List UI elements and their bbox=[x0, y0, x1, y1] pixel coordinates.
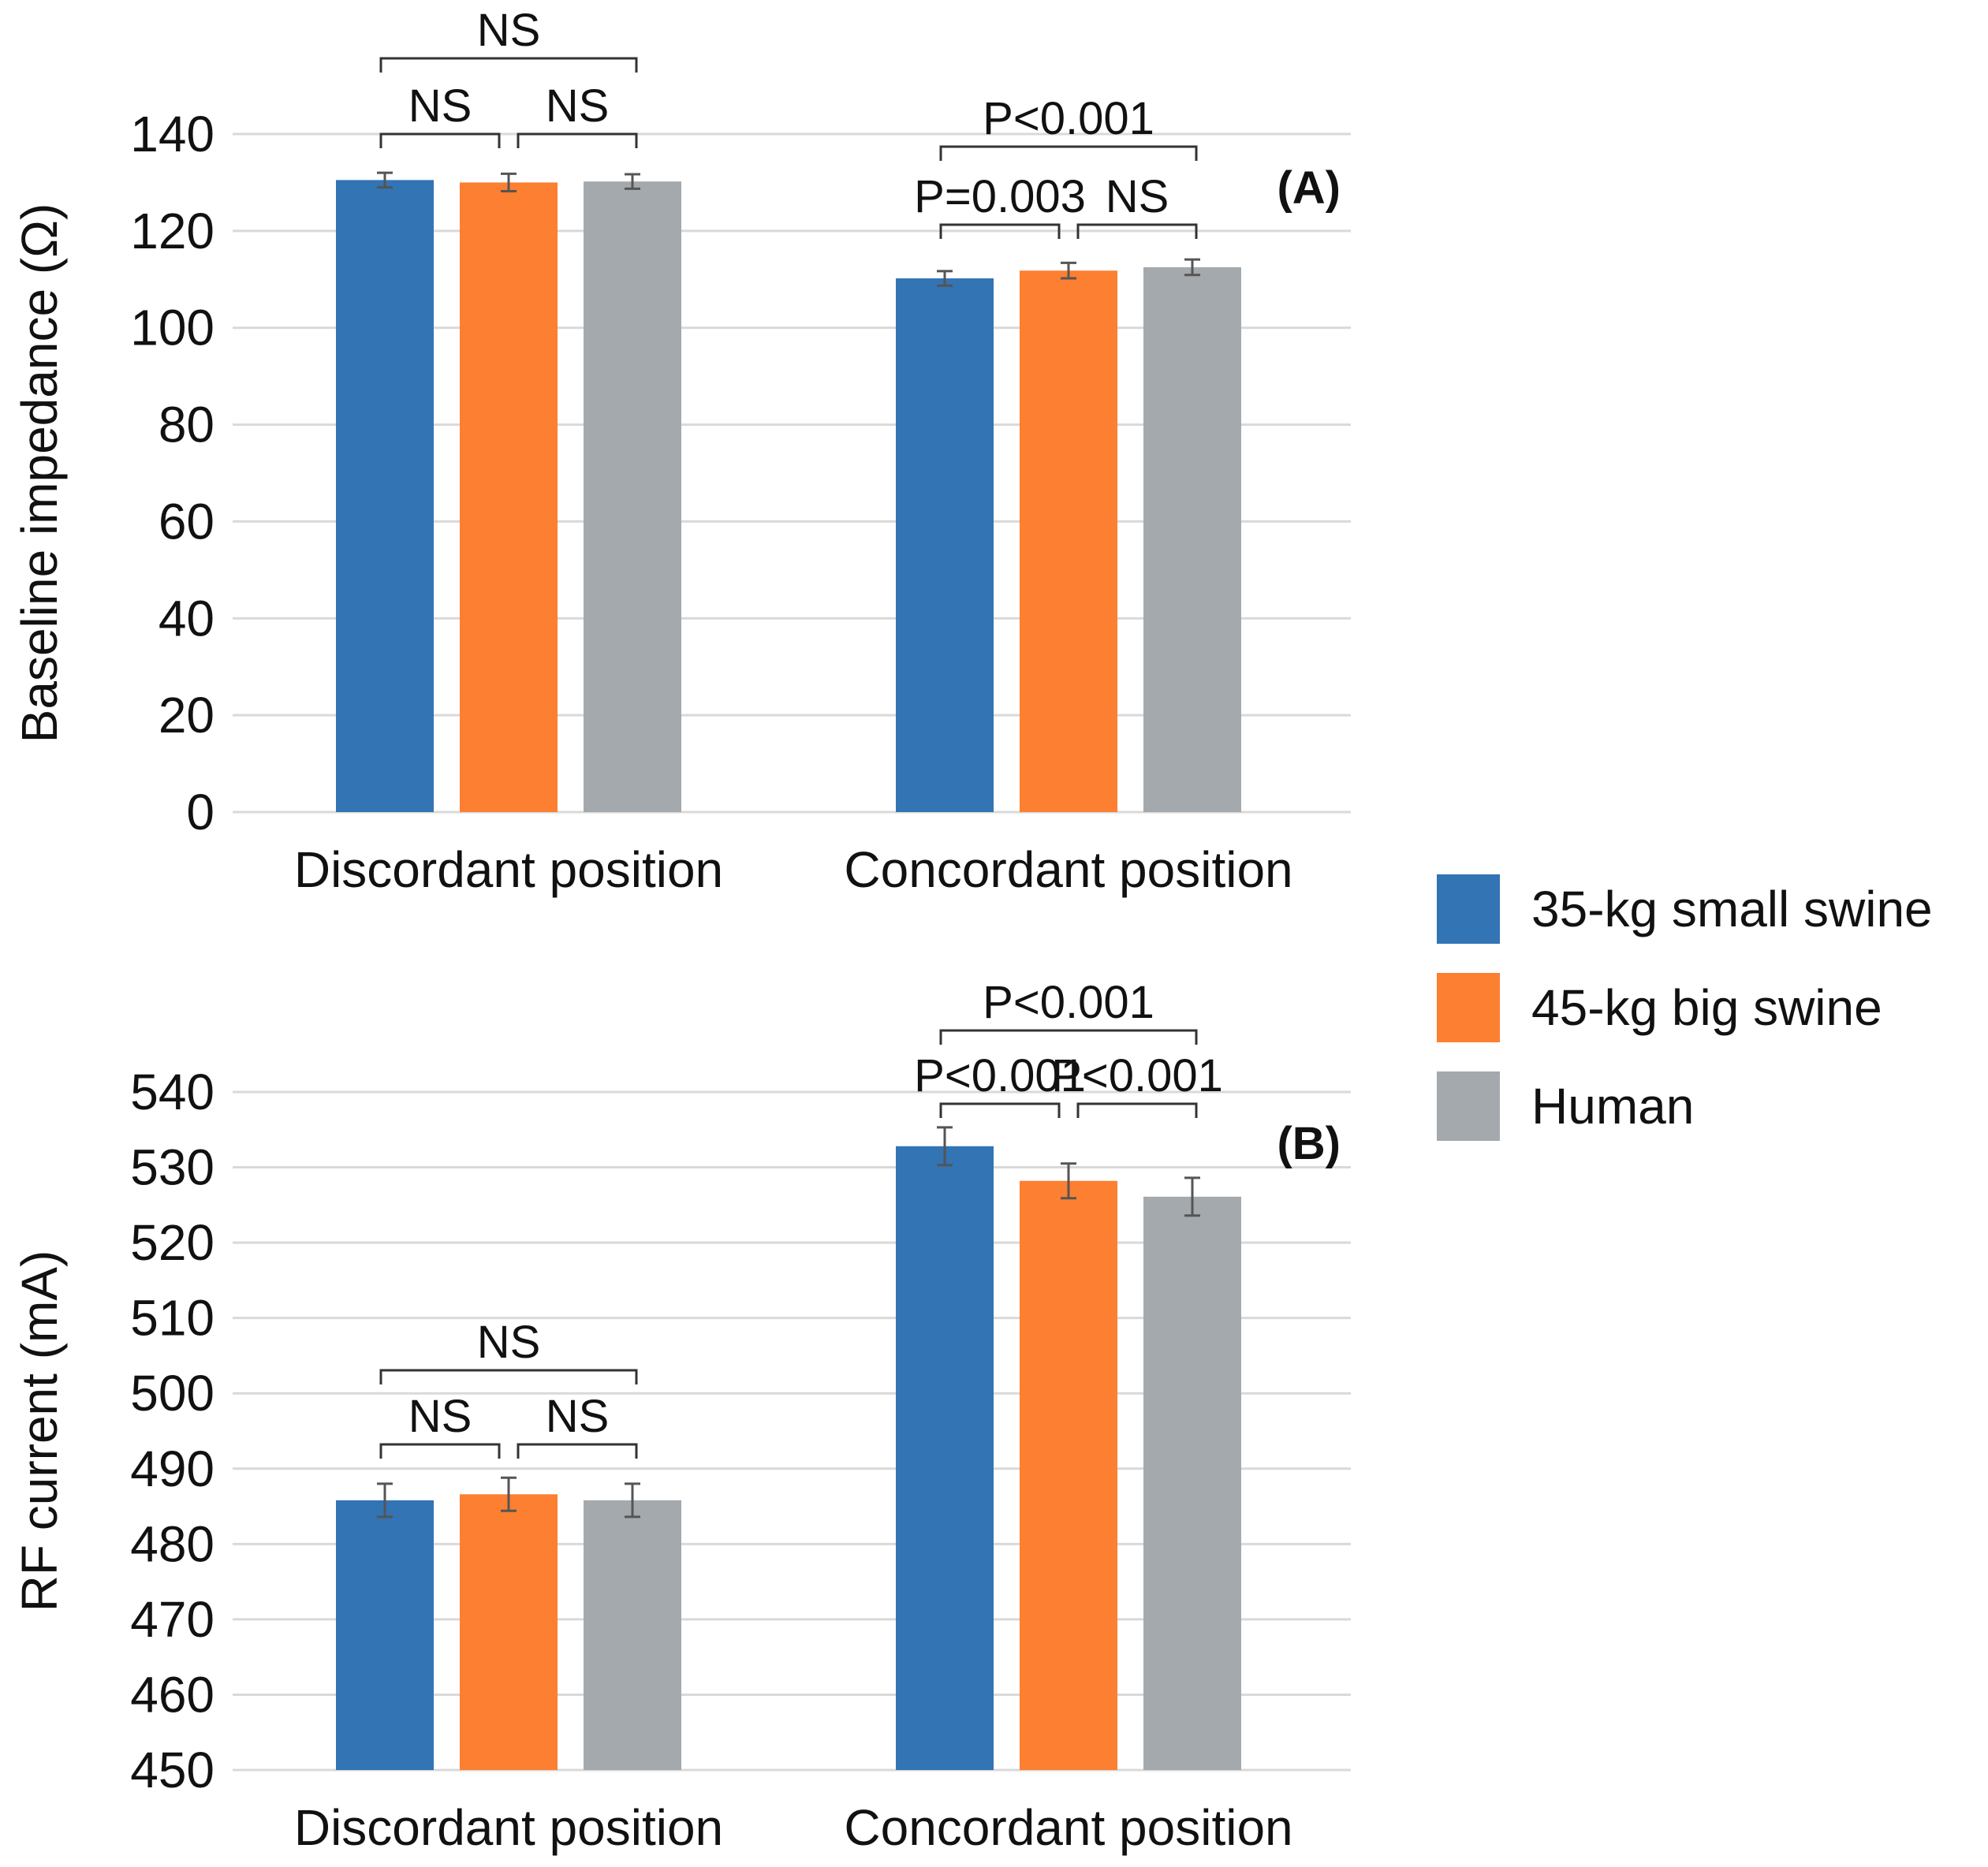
x-category-label: Concordant position bbox=[844, 1799, 1292, 1856]
chart-panel-b: 450 460 470 480 490 500 510 520 530 540 RF current… bbox=[11, 977, 1351, 1856]
y-tick-label: 520 bbox=[130, 1214, 214, 1271]
significance-label: NS bbox=[477, 5, 541, 56]
panel-label: (A) bbox=[1277, 162, 1341, 214]
bar-45-kg-big-swine-concordant-position bbox=[1020, 1180, 1117, 1770]
significance-bracket bbox=[939, 145, 1198, 161]
y-tick-label: 140 bbox=[130, 106, 214, 162]
y-tick-label: 0 bbox=[186, 784, 214, 840]
chart-panel-a: 0 20 40 60 80 100 120 140 Baseline impedance (Ω)… bbox=[11, 5, 1351, 898]
significance-bracket bbox=[1076, 223, 1198, 239]
bar-human-discordant-position bbox=[584, 181, 681, 812]
legend-label-human: Human bbox=[1531, 1077, 1695, 1135]
y-tick-label: 540 bbox=[130, 1064, 214, 1120]
significance-bracket bbox=[1076, 1102, 1198, 1118]
x-category-label: Discordant position bbox=[294, 841, 723, 898]
y-tick-label: 450 bbox=[130, 1742, 214, 1798]
y-axis-label: Baseline impedance (Ω) bbox=[11, 203, 68, 743]
y-tick-label: 470 bbox=[130, 1591, 214, 1648]
bar-human-concordant-position bbox=[1143, 1196, 1241, 1770]
significance-label: P<0.001 bbox=[983, 93, 1154, 144]
y-tick-label: 530 bbox=[130, 1139, 214, 1196]
significance-label: NS bbox=[408, 80, 472, 132]
legend-item-small-swine: 35-kg small swine bbox=[1437, 859, 1933, 958]
y-tick-label: 120 bbox=[130, 203, 214, 259]
legend-label-big-swine: 45-kg big swine bbox=[1531, 978, 1882, 1036]
legend-swatch-small-swine bbox=[1437, 874, 1500, 944]
y-tick-label: 460 bbox=[130, 1666, 214, 1723]
significance-label: NS bbox=[408, 1391, 472, 1442]
significance-label: P=0.003 bbox=[914, 171, 1086, 222]
bar-human-discordant-position bbox=[584, 1500, 681, 1770]
significance-label: NS bbox=[546, 80, 610, 132]
y-tick-label: 100 bbox=[130, 300, 214, 356]
legend-item-human: Human bbox=[1437, 1056, 1933, 1155]
legend-swatch-big-swine bbox=[1437, 972, 1500, 1042]
significance-bracket bbox=[517, 1443, 638, 1459]
significance-bracket bbox=[517, 132, 638, 148]
y-tick-label: 80 bbox=[159, 397, 214, 453]
bar-35-kg-small-swine-concordant-position bbox=[896, 1146, 994, 1770]
bar-45-kg-big-swine-discordant-position bbox=[460, 182, 558, 812]
significance-bracket bbox=[939, 1029, 1198, 1045]
bar-35-kg-small-swine-concordant-position bbox=[896, 278, 994, 812]
y-tick-label: 40 bbox=[159, 590, 214, 647]
y-tick-label: 60 bbox=[159, 493, 214, 550]
significance-bracket bbox=[379, 57, 638, 73]
significance-label: P<0.001 bbox=[983, 977, 1154, 1028]
y-tick-label: 480 bbox=[130, 1515, 214, 1572]
y-tick-label: 510 bbox=[130, 1290, 214, 1347]
significance-bracket bbox=[379, 1369, 638, 1384]
legend-item-big-swine: 45-kg big swine bbox=[1437, 958, 1933, 1056]
bar-35-kg-small-swine-discordant-position bbox=[336, 180, 434, 812]
significance-label: P<0.001 bbox=[1051, 1050, 1223, 1101]
y-tick-label: 490 bbox=[130, 1440, 214, 1497]
bar-human-concordant-position bbox=[1143, 266, 1241, 812]
significance-label: NS bbox=[1106, 171, 1169, 222]
legend: 35-kg small swine 45-kg big swine Human bbox=[1437, 859, 1933, 1155]
legend-label-small-swine: 35-kg small swine bbox=[1531, 880, 1933, 937]
panel-label: (B) bbox=[1277, 1118, 1341, 1169]
x-category-label: Discordant position bbox=[294, 1799, 723, 1856]
bar-35-kg-small-swine-discordant-position bbox=[336, 1500, 434, 1770]
bar-45-kg-big-swine-discordant-position bbox=[460, 1494, 558, 1770]
significance-label: P<0.001 bbox=[914, 1050, 1086, 1101]
significance-bracket bbox=[379, 132, 501, 148]
x-category-label: Concordant position bbox=[844, 841, 1292, 898]
bar-45-kg-big-swine-concordant-position bbox=[1020, 270, 1117, 812]
legend-swatch-human bbox=[1437, 1071, 1500, 1141]
significance-label: NS bbox=[477, 1317, 541, 1368]
y-tick-label: 500 bbox=[130, 1365, 214, 1422]
y-axis-label: RF current (mA) bbox=[11, 1250, 68, 1612]
significance-bracket bbox=[939, 223, 1061, 239]
y-tick-label: 20 bbox=[159, 687, 214, 743]
significance-label: NS bbox=[546, 1391, 610, 1442]
significance-bracket bbox=[379, 1443, 501, 1459]
significance-bracket bbox=[939, 1102, 1061, 1118]
